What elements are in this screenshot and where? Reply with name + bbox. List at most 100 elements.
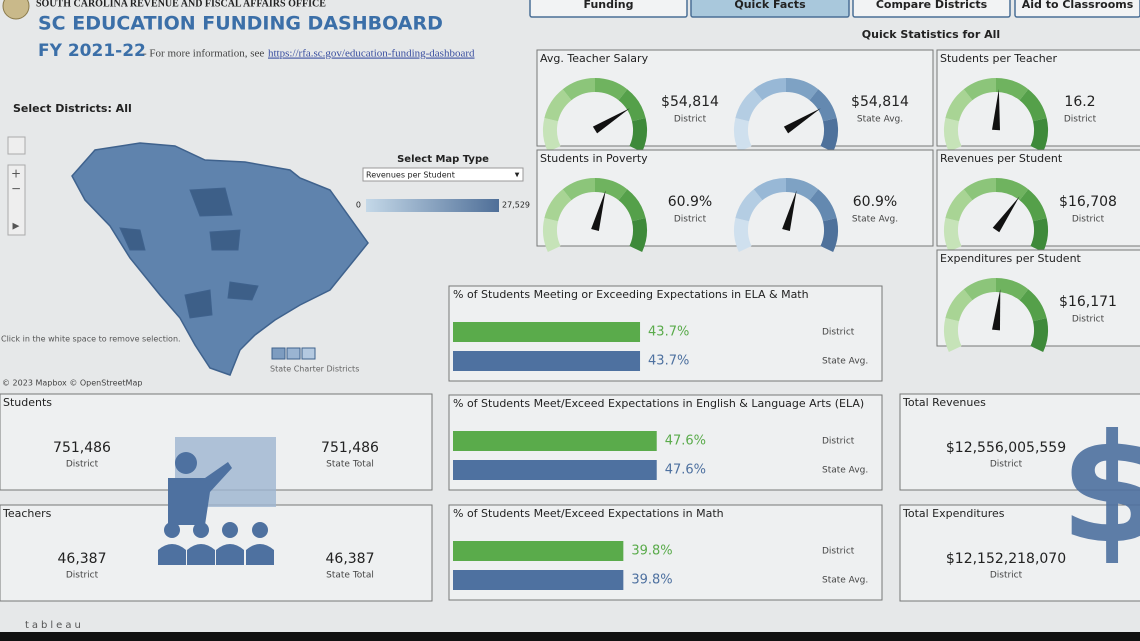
charter-label: State Charter Districts: [270, 365, 359, 374]
row-label: State Avg.: [822, 466, 868, 476]
gauge-needle: [591, 190, 606, 232]
count-label: State Total: [326, 460, 374, 470]
tab[interactable]: [1014, 0, 1140, 18]
gauge-arc: [1030, 118, 1048, 152]
count-value: 751,486: [53, 440, 111, 456]
gauge-arc: [995, 178, 1029, 201]
count-label: District: [66, 571, 99, 581]
dollar-icon: $: [1060, 403, 1140, 577]
count-value: 751,486: [321, 440, 379, 456]
gauge-arc: [734, 118, 752, 152]
quick-stats-title: Quick Statistics for All: [862, 28, 1000, 41]
gauge-arc: [944, 218, 962, 252]
map-controls[interactable]: + − ▶: [7, 136, 26, 236]
footer-bar: [0, 632, 1140, 641]
org-name: SOUTH CAROLINA REVENUE AND FISCAL AFFAIR…: [36, 0, 326, 9]
gauge-arc: [1030, 218, 1048, 252]
map-hint: Click in the white space to remove selec…: [1, 335, 181, 344]
gauge-arc: [735, 89, 763, 122]
charter-box[interactable]: [286, 347, 301, 360]
tab-label[interactable]: Aid to Classrooms: [1022, 0, 1134, 11]
gauge-arc: [1019, 89, 1047, 122]
icon-student-body: [246, 544, 274, 565]
gauge-value: $54,814: [851, 94, 909, 110]
percent-label: 39.8%: [631, 544, 672, 559]
tab[interactable]: [690, 0, 850, 18]
total-value: $12,556,005,559: [946, 440, 1066, 456]
gauge-arc: [809, 89, 837, 122]
percent-bar: [453, 351, 641, 371]
icon-head: [175, 452, 197, 474]
select-districts[interactable]: Select Districts: All: [13, 102, 132, 115]
state-map[interactable]: [71, 142, 369, 376]
gauge-needle: [992, 196, 1020, 233]
count-label: State Total: [326, 571, 374, 581]
gauge-arc: [629, 118, 647, 152]
icon-student-head: [164, 522, 180, 538]
seal: [2, 0, 30, 20]
gauge-arc: [618, 189, 646, 222]
row-label: State Avg.: [822, 576, 868, 586]
info-link[interactable]: https://rfa.sc.gov/education-funding-das…: [268, 48, 475, 60]
gauge-label: District: [1072, 315, 1105, 325]
percent-label: 43.7%: [648, 354, 689, 369]
icon-student-head: [193, 522, 209, 538]
panel-title: Total Revenues: [902, 396, 986, 409]
gauge-arc: [562, 178, 596, 201]
title: SC EDUCATION FUNDING DASHBOARD: [38, 13, 443, 35]
icon-student-body: [187, 544, 215, 565]
tab[interactable]: [852, 0, 1011, 18]
charter-box[interactable]: [301, 347, 316, 360]
gauge-arc: [562, 78, 596, 101]
map-type-dropdown[interactable]: [362, 167, 524, 182]
panel-title: Revenues per Student: [940, 152, 1063, 165]
tab[interactable]: [529, 0, 688, 18]
gauge-arc: [1019, 189, 1047, 222]
legend-min: 0: [356, 201, 361, 210]
tab-label[interactable]: Quick Facts: [734, 0, 806, 11]
panel: [899, 393, 1140, 491]
charter-box[interactable]: [271, 347, 286, 360]
map-districts[interactable]: [119, 187, 259, 319]
gauge-needle: [782, 190, 797, 232]
icon-body: [168, 462, 232, 525]
percent-label: 47.6%: [665, 434, 706, 449]
gauge-arc: [544, 89, 572, 122]
gauge-arc: [963, 178, 997, 201]
tab-label[interactable]: Funding: [584, 0, 634, 11]
count-label: District: [66, 460, 99, 470]
gauge-arc: [820, 118, 838, 152]
gauge-value: $16,171: [1059, 294, 1117, 310]
percent-label: 47.6%: [665, 463, 706, 478]
panel: [899, 504, 1140, 602]
gauge-arc: [753, 178, 787, 201]
percent-bar: [453, 570, 624, 590]
dropdown-arrow[interactable]: ▼: [515, 172, 520, 179]
tab-label[interactable]: Compare Districts: [876, 0, 988, 11]
gauge-needle: [783, 108, 821, 134]
panel-title: % of Students Meet/Exceed Expectations i…: [453, 397, 864, 410]
panel-title: Avg. Teacher Salary: [540, 52, 649, 65]
fiscal-year: FY 2021-22: [38, 41, 146, 61]
gauge-value: $54,814: [661, 94, 719, 110]
gauge-arc: [629, 218, 647, 252]
gauge-label: District: [1072, 215, 1105, 225]
gauge-value: $16,708: [1059, 194, 1117, 210]
footer-logo: tableau: [25, 620, 84, 631]
panel-title: % of Students Meet/Exceed Expectations i…: [453, 507, 724, 520]
map-attribution: © 2023 Mapbox © OpenStreetMap: [2, 379, 142, 388]
gauge-arc: [594, 78, 628, 101]
gauge-arc: [544, 189, 572, 222]
legend-max: 27,529: [502, 201, 530, 210]
panel-title: Students in Poverty: [540, 152, 648, 165]
gauge-arc: [734, 218, 752, 252]
gauge-label: State Avg.: [857, 115, 903, 125]
panel-title: Students: [3, 396, 52, 409]
gauge-arc: [785, 178, 819, 201]
map-type-value[interactable]: Revenues per Student: [366, 171, 455, 180]
gauge-arc: [543, 118, 561, 152]
icon-student-body: [158, 544, 186, 565]
map-type-label: Select Map Type: [397, 154, 489, 165]
gauge-arc: [963, 78, 997, 101]
